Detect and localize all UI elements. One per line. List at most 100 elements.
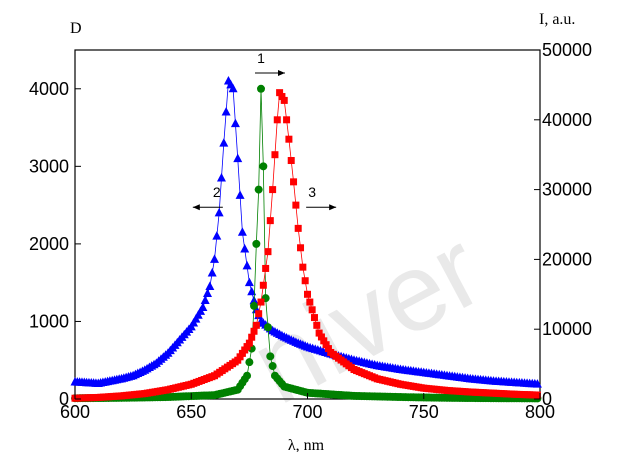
data-point — [278, 93, 286, 101]
x-tick-label: 600 — [60, 402, 90, 422]
y-right-tick-label: 10000 — [542, 319, 592, 339]
data-point — [273, 116, 281, 124]
data-point — [242, 260, 252, 270]
data-point — [200, 295, 210, 305]
data-point — [287, 157, 295, 165]
data-point — [304, 290, 311, 298]
data-point — [283, 116, 291, 124]
x-tick-label: 650 — [176, 402, 206, 422]
data-point — [210, 254, 219, 263]
data-point — [306, 298, 314, 306]
data-point — [301, 277, 309, 285]
data-point — [324, 345, 332, 353]
y-left-tick-label: 4000 — [29, 79, 69, 99]
data-point — [207, 267, 217, 277]
annotation-arrow-head — [278, 70, 285, 77]
x-axis-label: λ, nm — [288, 437, 325, 452]
annotation-arrow-head — [329, 204, 337, 211]
data-point — [203, 288, 213, 298]
curve-annotation: 3 — [306, 184, 337, 211]
data-point — [262, 264, 270, 272]
data-point — [214, 207, 224, 217]
ticks-layer: 600 650 700 750 8000100020003000400001000020… — [29, 40, 592, 422]
data-point — [259, 281, 267, 289]
data-point — [235, 190, 245, 199]
data-point — [297, 244, 305, 252]
data-point — [243, 371, 252, 380]
y-right-tick-label: 20000 — [542, 249, 592, 269]
data-point — [252, 239, 261, 248]
data-point — [308, 306, 316, 314]
data-point — [198, 302, 208, 311]
data-point — [264, 248, 272, 256]
annotation-label: 2 — [213, 184, 221, 200]
y-left-tick-label: 0 — [59, 389, 69, 409]
y-right-tick-label: 50000 — [542, 40, 592, 60]
data-point — [245, 358, 254, 367]
data-point — [299, 263, 307, 271]
data-point — [292, 201, 300, 209]
data-point — [228, 83, 238, 93]
data-point — [250, 301, 259, 310]
data-point — [240, 244, 250, 253]
data-point — [219, 138, 229, 147]
data-point — [533, 391, 541, 399]
data-point — [322, 341, 330, 349]
data-point — [317, 333, 325, 341]
data-point — [290, 178, 298, 186]
data-point — [266, 352, 275, 361]
annotation-label: 1 — [257, 50, 265, 66]
data-point — [268, 362, 277, 371]
data-point — [257, 298, 265, 306]
data-point — [250, 327, 258, 335]
y-left-tick-label: 2000 — [29, 234, 69, 254]
data-point — [247, 286, 257, 296]
y-left-tick-label: 1000 — [29, 311, 69, 331]
data-point — [271, 151, 279, 159]
data-point — [254, 185, 263, 194]
y-left-axis-label: D — [70, 20, 82, 37]
y-left-tick-label: 3000 — [29, 156, 69, 176]
x-tick-label: 800 — [525, 402, 555, 422]
data-point — [205, 281, 215, 291]
annotation-label: 3 — [308, 184, 316, 200]
x-tick-label: 750 — [409, 402, 439, 422]
annotation-layer: 1 2 3 — [192, 50, 337, 211]
data-point — [230, 118, 240, 128]
curve-annotation: 1 — [255, 50, 285, 77]
data-point — [212, 231, 222, 240]
y-right-tick-label: 40000 — [542, 110, 592, 130]
y-right-axis-label: I, a.u. — [539, 11, 575, 28]
data-point — [276, 89, 284, 97]
data-point — [233, 153, 243, 163]
series-layer — [70, 76, 542, 403]
y-right-tick-label: 30000 — [542, 180, 592, 200]
data-point — [310, 314, 318, 322]
curve-annotation: 2 — [192, 184, 223, 211]
data-point — [294, 224, 302, 232]
data-point — [237, 227, 247, 236]
data-point — [255, 310, 263, 318]
data-point — [263, 323, 272, 332]
data-point — [259, 162, 268, 171]
data-point — [532, 379, 542, 388]
series-square — [71, 89, 541, 402]
y-right-tick-label: 0 — [542, 389, 552, 409]
data-point — [313, 321, 321, 329]
data-point — [257, 84, 265, 93]
data-point — [252, 321, 260, 329]
data-point — [320, 337, 328, 345]
annotation-arrow-head — [192, 204, 200, 211]
data-point — [245, 339, 253, 347]
data-point — [280, 96, 288, 104]
data-point — [216, 172, 226, 182]
data-point — [248, 333, 256, 341]
data-point — [315, 329, 323, 337]
data-point — [269, 186, 277, 194]
data-point — [221, 107, 231, 116]
data-point — [244, 277, 254, 287]
x-tick-label: 700 — [292, 402, 322, 422]
data-point — [266, 217, 274, 225]
data-point — [285, 135, 293, 143]
